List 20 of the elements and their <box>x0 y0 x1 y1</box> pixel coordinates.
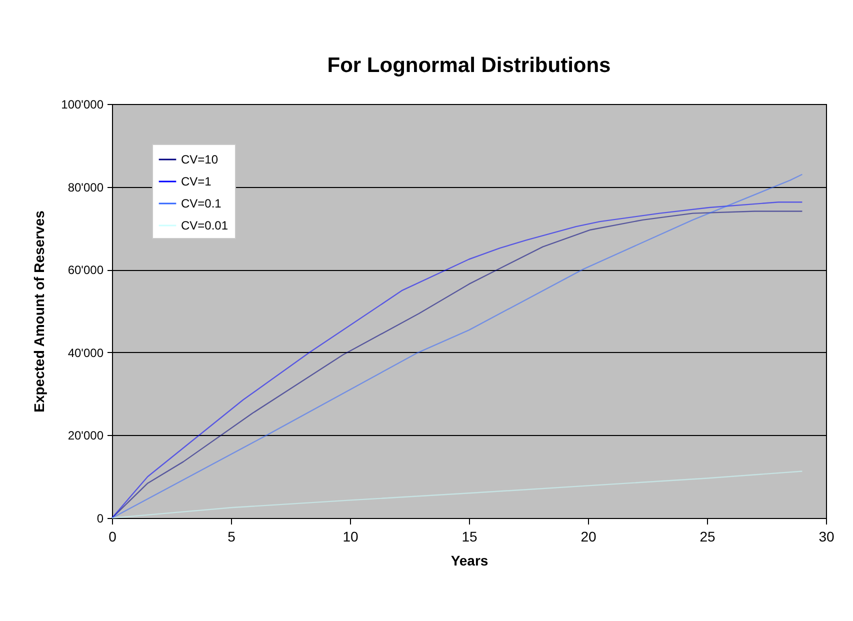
y-tick-label: 80'000 <box>68 180 104 194</box>
y-tick-label: 100'000 <box>61 98 104 112</box>
legend-label: CV=10 <box>181 152 218 166</box>
y-tick-label: 40'000 <box>68 346 104 360</box>
legend-label: CV=0.01 <box>181 218 228 232</box>
legend-label: CV=1 <box>181 174 212 188</box>
y-tick-label: 0 <box>96 512 104 526</box>
x-tick-label: 15 <box>462 528 478 544</box>
y-tick-label: 60'000 <box>68 263 104 278</box>
x-tick-label: 5 <box>228 528 236 544</box>
x-tick-label: 0 <box>108 528 117 544</box>
legend-label: CV=0.1 <box>181 196 222 210</box>
y-axis-title: Expected Amount of Reserves <box>31 210 48 412</box>
x-tick-label: 25 <box>700 528 716 544</box>
x-axis-title: Years <box>450 552 488 568</box>
x-tick-label: 10 <box>342 528 358 544</box>
y-tick-label: 20'000 <box>68 428 104 443</box>
x-tick-label: 30 <box>818 528 834 544</box>
chart-title: For Lognormal Distributions <box>327 54 611 77</box>
x-tick-label: 20 <box>580 528 596 544</box>
